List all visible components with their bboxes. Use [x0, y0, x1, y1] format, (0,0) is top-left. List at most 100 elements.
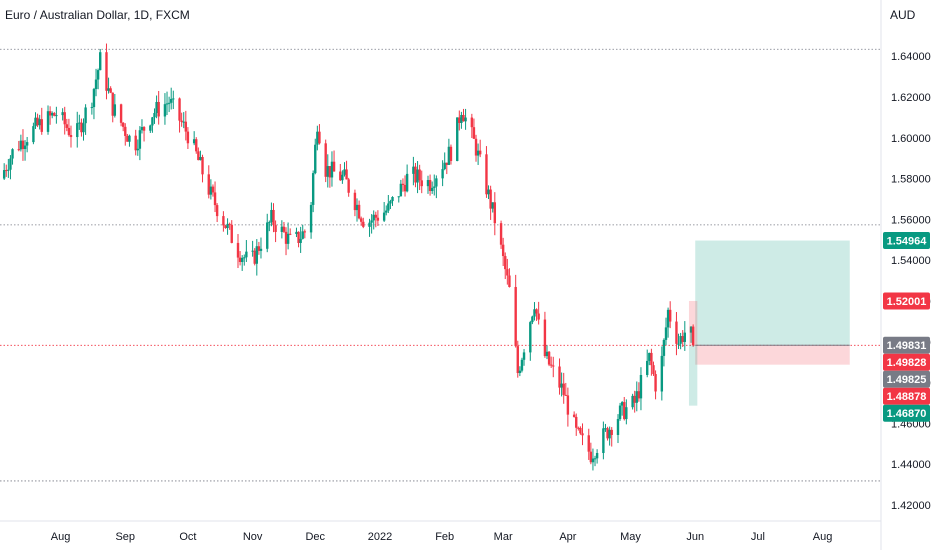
candle-body: [111, 92, 114, 116]
candle-body: [499, 223, 503, 245]
candle-body: [163, 104, 167, 117]
candle-body: [286, 233, 290, 244]
candle-body: [359, 218, 363, 222]
candle-body: [270, 209, 273, 223]
price-axis[interactable]: 1.64000 1.62000 1.60000 1.58000 1.56000 1.540…: [891, 51, 931, 512]
candle-body: [368, 222, 371, 227]
candle-body: [121, 122, 125, 127]
candle-body: [435, 178, 438, 187]
candle-body: [124, 126, 127, 136]
candle-body: [664, 327, 668, 340]
candle-body: [430, 187, 434, 192]
candle-body: [347, 179, 350, 193]
candle-body: [635, 391, 638, 403]
candle-body: [80, 122, 83, 133]
candle-body: [215, 205, 219, 217]
price-label-text: 1.52001: [887, 296, 927, 308]
time-axis[interactable]: Aug Sep Oct Nov Dec 2022 Feb Mar Apr May Jun Jul Aug: [51, 531, 833, 543]
candle-body: [572, 414, 576, 417]
time-tick-label: Aug: [51, 531, 71, 543]
candle-body: [577, 427, 580, 429]
candle-body: [213, 192, 217, 206]
candle-body: [113, 104, 117, 116]
candle-body: [558, 366, 561, 388]
long-position-stop-zone: [695, 345, 850, 365]
candle-body: [182, 121, 185, 123]
candle-body: [199, 156, 202, 161]
candle-body: [506, 269, 509, 276]
price-label-text: 1.48878: [887, 391, 927, 403]
candle-body: [105, 52, 108, 91]
price-tick-label: 1.56000: [891, 214, 931, 226]
candle-body: [343, 169, 346, 175]
candle-body: [172, 98, 175, 100]
candle-body: [76, 123, 79, 138]
candle-body: [274, 225, 277, 232]
price-label-text: 1.49825: [887, 374, 927, 386]
candle-body: [314, 144, 317, 174]
candle-body: [514, 286, 517, 347]
candle-body: [339, 171, 342, 181]
candle-body: [5, 170, 8, 172]
candle-body: [197, 151, 200, 161]
candle-body: [19, 140, 23, 150]
candle-body: [631, 395, 634, 408]
candle-body: [318, 131, 321, 144]
candle-body: [675, 321, 678, 344]
candle-body: [639, 374, 643, 399]
candle-body: [55, 115, 58, 117]
candle-body: [677, 343, 680, 345]
candle-body: [78, 122, 81, 124]
long-position-target-zone: [695, 240, 850, 346]
candle-body: [266, 222, 269, 249]
candle-body: [633, 395, 636, 403]
candle-body: [23, 145, 27, 150]
candle-body: [458, 117, 461, 123]
candle-body: [547, 351, 551, 365]
short-position-stop-zone: [688, 300, 698, 346]
candle-body: [324, 143, 327, 177]
candle-body: [67, 127, 71, 136]
candle-body: [428, 180, 432, 192]
candle-body: [545, 351, 549, 357]
position-tools[interactable]: [688, 240, 850, 406]
candle-body: [61, 112, 64, 116]
time-tick-label: Oct: [179, 531, 196, 543]
candle-body: [610, 429, 613, 435]
candle-body: [648, 352, 651, 361]
candle-body: [167, 102, 171, 104]
candle-body: [332, 161, 336, 172]
time-tick-label: Aug: [813, 531, 833, 543]
candle-body: [238, 257, 242, 262]
candle-body: [230, 224, 233, 243]
candle-body: [209, 186, 213, 195]
candle-body: [309, 204, 313, 233]
candle-body: [447, 146, 451, 165]
candle-body: [253, 250, 256, 264]
short-position-target-zone: [688, 345, 698, 406]
candles: [2, 43, 695, 471]
candle-body: [357, 204, 361, 219]
candle-body: [255, 246, 258, 264]
candle-body: [207, 174, 210, 195]
candle-body: [549, 364, 553, 366]
candle-body: [478, 150, 482, 155]
candle-body: [330, 161, 334, 178]
price-tick-label: 1.58000: [891, 174, 931, 186]
candle-body: [372, 214, 375, 221]
candle-body: [470, 117, 474, 128]
candle-body: [464, 117, 467, 122]
candle-body: [84, 107, 87, 124]
candle-body: [297, 231, 300, 243]
candle-body: [311, 173, 315, 205]
price-tick-label: 1.54000: [891, 255, 931, 267]
candle-body: [654, 374, 657, 392]
candle-body: [552, 365, 555, 367]
candle-body: [224, 225, 227, 229]
candle-body: [92, 89, 96, 108]
candle-body: [17, 149, 20, 151]
candle-body: [280, 226, 284, 232]
price-tick-label: 1.42000: [891, 500, 931, 512]
candle-body: [226, 223, 229, 229]
